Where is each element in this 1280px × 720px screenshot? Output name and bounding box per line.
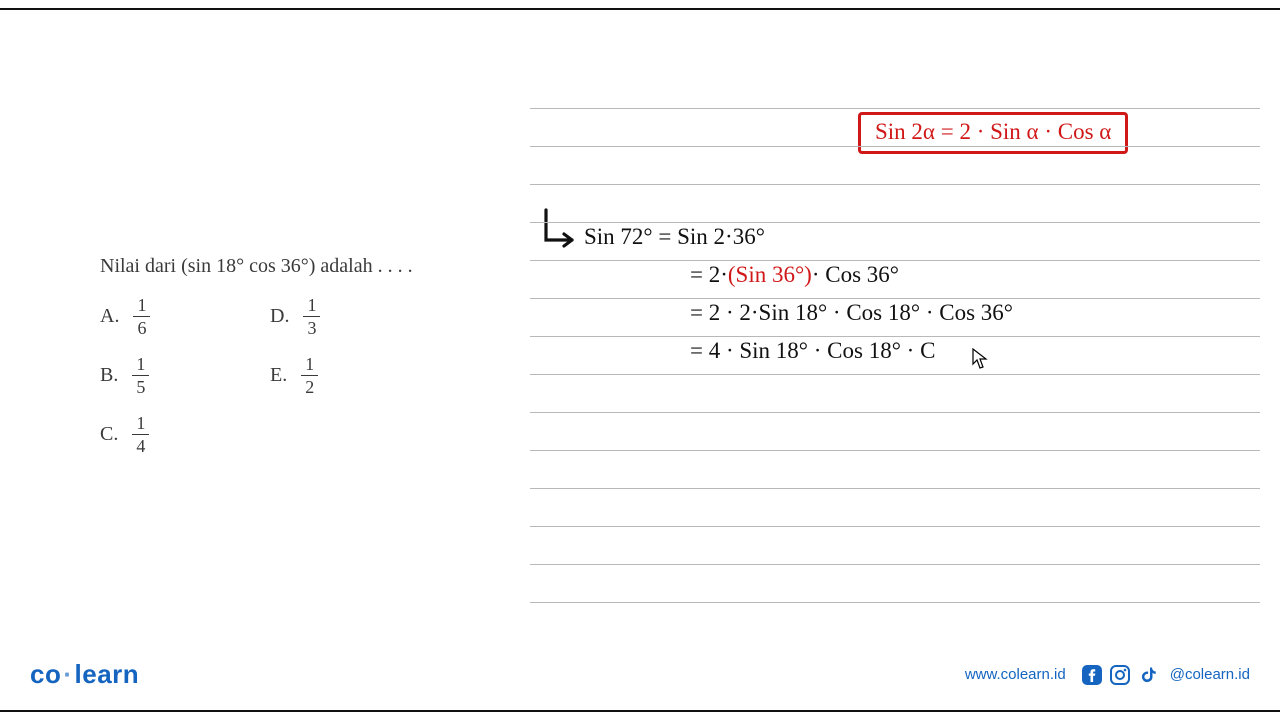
ruled-line	[530, 374, 1260, 375]
ruled-line	[530, 488, 1260, 489]
formula-box: Sin 2α = 2 · Sin α · Cos α	[858, 112, 1128, 154]
branch-arrow-icon	[538, 208, 580, 262]
fraction: 1 2	[301, 355, 318, 396]
facebook-icon	[1082, 665, 1102, 685]
social-handle: @colearn.id	[1170, 666, 1250, 683]
work-line: = 4 · Sin 18° · Cos 18° · C	[690, 338, 935, 364]
ruled-line	[530, 298, 1260, 299]
work-text: = 2 · 2·Sin 18° · Cos 18° · Cos 36°	[690, 300, 1013, 325]
bottom-border	[0, 710, 1280, 712]
option-d: D. 1 3	[270, 296, 440, 337]
option-letter: B.	[100, 364, 118, 387]
option-e: E. 1 2	[270, 355, 440, 396]
question-text: Nilai dari (sin 18° cos 36°) adalah . . …	[100, 255, 500, 278]
ruled-line	[530, 564, 1260, 565]
ruled-line	[530, 108, 1260, 109]
ruled-line	[530, 184, 1260, 185]
work-text: = 2·	[690, 262, 728, 287]
cursor-icon	[972, 348, 988, 370]
ruled-line	[530, 260, 1260, 261]
instagram-icon	[1110, 665, 1130, 685]
fraction: 1 5	[132, 355, 149, 396]
tiktok-icon	[1138, 665, 1158, 685]
option-c: C. 1 4	[100, 414, 270, 455]
options-grid: A. 1 6 D. 1 3 B. 1 5 E. 1 2	[100, 296, 500, 455]
notebook-area: Sin 2α = 2 · Sin α · Cos α Sin 72° = Sin…	[530, 100, 1260, 620]
option-letter: A.	[100, 305, 119, 328]
ruled-line	[530, 526, 1260, 527]
question-panel: Nilai dari (sin 18° cos 36°) adalah . . …	[100, 255, 500, 455]
ruled-line	[530, 450, 1260, 451]
work-text: Sin 72° = Sin 2·36°	[584, 224, 765, 249]
fraction: 1 3	[303, 296, 320, 337]
ruled-line	[530, 222, 1260, 223]
ruled-line	[530, 602, 1260, 603]
brand-left: co	[30, 659, 61, 689]
work-line: Sin 72° = Sin 2·36°	[584, 224, 765, 250]
brand-dot-icon: ·	[63, 659, 72, 689]
fraction: 1 6	[133, 296, 150, 337]
social-icons: @colearn.id	[1082, 665, 1250, 685]
ruled-line	[530, 412, 1260, 413]
work-text: · Cos 36°	[812, 262, 899, 287]
fraction: 1 4	[132, 414, 149, 455]
work-text: = 4 · Sin 18° · Cos 18° · C	[690, 338, 935, 363]
brand-right: learn	[75, 659, 140, 689]
work-line: = 2·(Sin 36°)· Cos 36°	[690, 262, 899, 288]
ruled-line	[530, 336, 1260, 337]
ruled-line	[530, 146, 1260, 147]
option-letter: E.	[270, 364, 287, 387]
formula-text: Sin 2α = 2 · Sin α · Cos α	[875, 119, 1111, 144]
work-line: = 2 · 2·Sin 18° · Cos 18° · Cos 36°	[690, 300, 1013, 326]
option-b: B. 1 5	[100, 355, 270, 396]
footer: co·learn www.colearn.id @colearn.id	[0, 659, 1280, 690]
option-letter: D.	[270, 305, 289, 328]
top-border	[0, 8, 1280, 10]
footer-url: www.colearn.id	[965, 666, 1066, 683]
option-a: A. 1 6	[100, 296, 270, 337]
brand-logo: co·learn	[30, 659, 139, 690]
work-text: (Sin 36°)	[728, 262, 812, 287]
option-letter: C.	[100, 423, 118, 446]
